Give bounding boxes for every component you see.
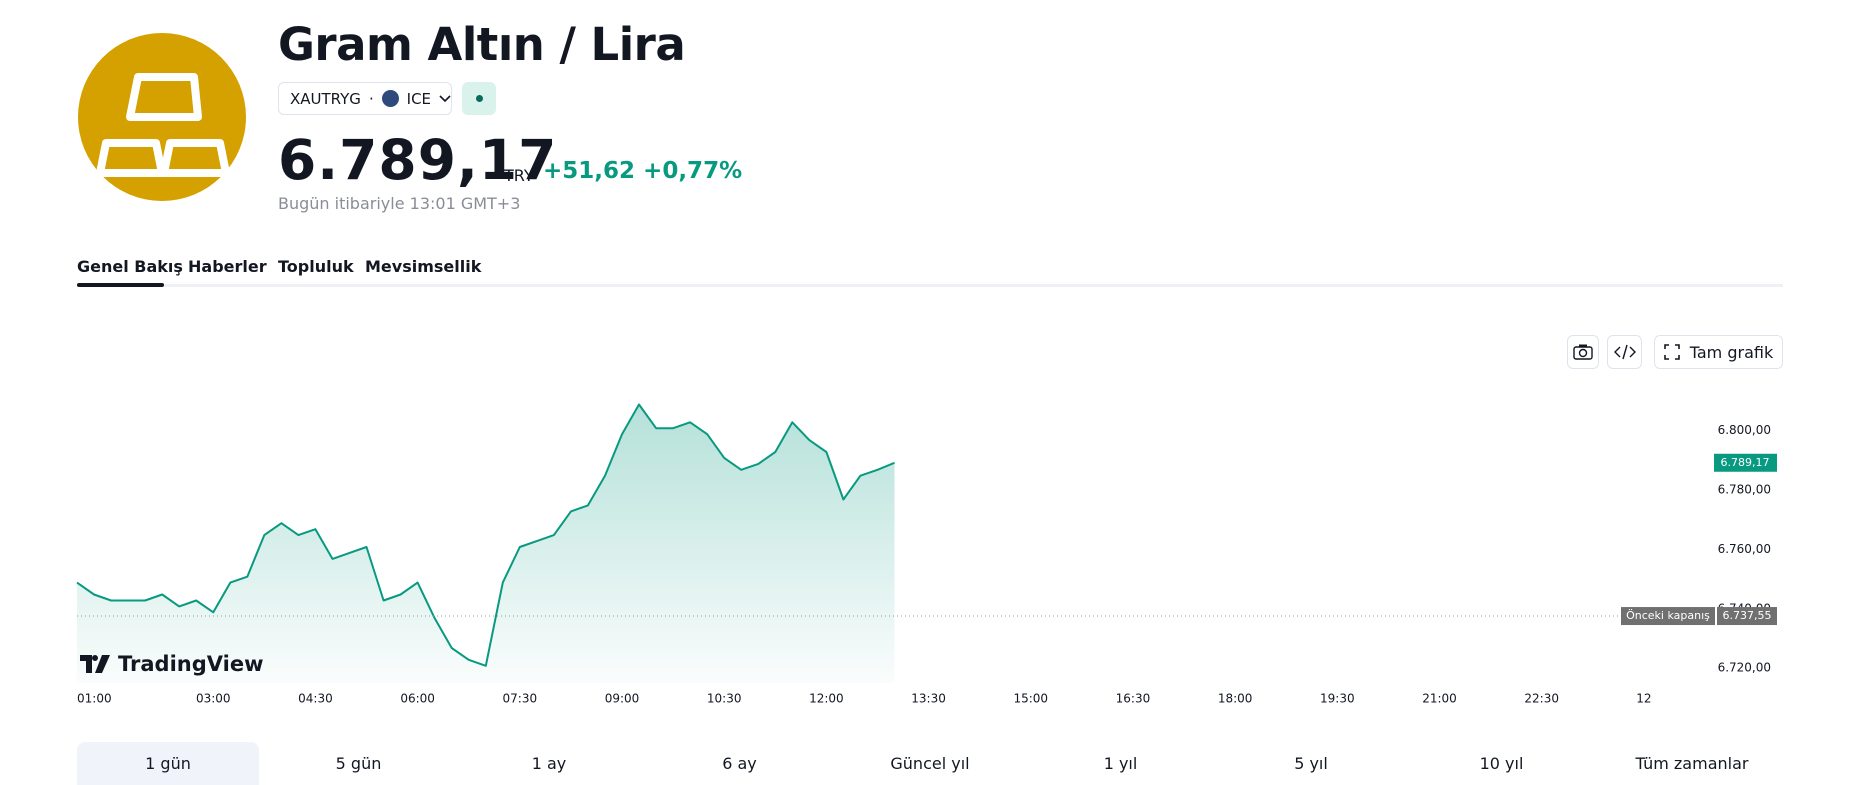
expand-icon	[1663, 344, 1680, 360]
price: 6.789,17	[278, 128, 558, 192]
exchange: ICE	[406, 89, 432, 108]
separator: ·	[368, 89, 374, 108]
x-tick-label: 01:00	[77, 692, 112, 706]
x-tick-label: 12:00	[809, 692, 844, 706]
range-button[interactable]: 1 gün	[77, 742, 259, 785]
code-icon	[1613, 344, 1636, 360]
watermark-text: TradingView	[118, 652, 264, 676]
symbol: XAUTRYG	[290, 89, 361, 108]
tab-divider	[77, 284, 1783, 287]
change-abs: +51,62	[543, 158, 636, 184]
title: Gram Altın / Lira	[278, 18, 686, 71]
x-tick-label: 12	[1636, 692, 1651, 706]
tab[interactable]: Haberler	[188, 257, 267, 276]
full-chart-label: Tam grafik	[1689, 342, 1774, 362]
x-tick-label: 07:30	[503, 692, 538, 706]
last-price-badge	[1714, 453, 1777, 472]
logo	[78, 33, 246, 201]
previous-close-value-badge	[1717, 607, 1777, 626]
previous-close-badge	[1621, 607, 1715, 626]
range-button[interactable]: 6 ay	[722, 754, 757, 773]
last-price-label: 6.789,17	[1721, 456, 1770, 469]
x-tick-label: 10:30	[707, 692, 742, 706]
watermark: TradingView	[80, 652, 263, 676]
logo-icon	[96, 73, 230, 177]
full-chart-button[interactable]: Tam grafik	[1654, 335, 1783, 369]
change-pct: +0,77%	[643, 158, 743, 184]
range-button[interactable]: Güncel yıl	[890, 754, 970, 773]
symbol-selector[interactable]: XAUTRYG · ICE	[278, 82, 452, 115]
price-line	[76, 403, 895, 667]
range-button[interactable]: 10 yıl	[1479, 754, 1524, 773]
tab[interactable]: Mevsimsellik	[365, 257, 482, 276]
area-fill	[77, 404, 895, 683]
change: +51,62 +0,77%	[543, 158, 742, 184]
tab-active-indicator	[77, 283, 164, 287]
market-status[interactable]	[462, 82, 496, 115]
range-button[interactable]: Tüm zamanlar	[1635, 754, 1749, 773]
range-button[interactable]: 5 yıl	[1294, 754, 1328, 773]
range-button[interactable]: 5 gün	[335, 754, 382, 773]
x-tick-label: 19:30	[1320, 692, 1355, 706]
x-tick-label: 16:30	[1116, 692, 1151, 706]
previous-close-label: Önceki kapanış	[1626, 609, 1710, 622]
exchange-icon	[381, 90, 399, 107]
x-tick-label: 04:30	[298, 692, 333, 706]
tab[interactable]: Genel Bakış	[77, 257, 183, 276]
x-tick-label: 15:00	[1013, 692, 1048, 706]
x-tick-label: 13:30	[911, 692, 946, 706]
x-tick-label: 03:00	[196, 692, 231, 706]
timestamp: Bugün itibariyle 13:01 GMT+3	[278, 194, 521, 213]
range-button[interactable]: 1 yıl	[1103, 754, 1138, 773]
currency: TRY	[504, 166, 534, 185]
x-tick-label: 22:30	[1524, 692, 1559, 706]
y-tick-label: 6.780,00	[1718, 482, 1771, 496]
range-button[interactable]: 1 ay	[531, 754, 567, 773]
x-tick-label: 06:00	[400, 692, 435, 706]
watermark-logo	[80, 655, 110, 673]
y-tick-label: 6.800,00	[1718, 423, 1771, 437]
camera-icon	[1573, 344, 1593, 360]
x-tick-label: 21:00	[1422, 692, 1457, 706]
previous-close-value: 6.737,55	[1723, 609, 1772, 622]
y-tick-label: 6.760,00	[1718, 542, 1771, 556]
embed-button[interactable]	[1607, 335, 1642, 369]
chevron	[439, 94, 451, 102]
tab[interactable]: Topluluk	[278, 257, 354, 276]
x-tick-label: 09:00	[605, 692, 640, 706]
y-tick-label: 6.720,00	[1718, 661, 1771, 675]
snapshot-button[interactable]	[1567, 335, 1599, 369]
x-tick-label: 18:00	[1218, 692, 1253, 706]
